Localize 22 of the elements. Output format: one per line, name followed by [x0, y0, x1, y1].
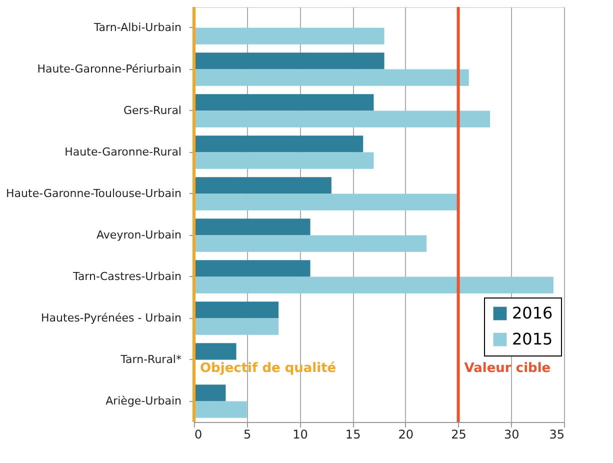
- x-tick-label: 30: [504, 428, 520, 442]
- y-tick-label: Tarn-Albi-Urbain: [92, 20, 182, 34]
- y-tick-label: Aveyron-Urbain: [96, 228, 182, 242]
- ref-line-label: Valeur cible: [464, 361, 551, 376]
- y-tick-label: Ariège-Urbain: [106, 394, 182, 408]
- y-tick-label: Haute-Garonne-Rural: [64, 145, 182, 158]
- y-tick-label: Tarn-Castres-Urbain: [72, 270, 182, 283]
- x-tick-label: 35: [549, 428, 564, 442]
- x-tick-label: 25: [451, 428, 466, 442]
- x-tick-label: 10: [292, 428, 308, 442]
- y-tick-label: Haute-Garonne-Toulouse-Urbain: [6, 186, 182, 200]
- legend-label: 2016: [512, 304, 553, 322]
- y-tick-label: Haute-Garonne-Périurbain: [37, 62, 182, 76]
- x-tick-label: 5: [244, 428, 252, 442]
- y-tick-label: Tarn-Rural*: [120, 352, 182, 366]
- x-tick-label: 15: [345, 428, 361, 442]
- x-tick-label: 20: [398, 428, 414, 442]
- y-tick-label: Hautes-Pyrénées - Urbain: [41, 311, 182, 324]
- ref-line-label: Objectif de qualité: [200, 361, 336, 376]
- x-tick-label: 0: [194, 428, 202, 442]
- legend-label: 2015: [512, 330, 553, 348]
- y-tick-label: Gers-Rural: [124, 104, 182, 117]
